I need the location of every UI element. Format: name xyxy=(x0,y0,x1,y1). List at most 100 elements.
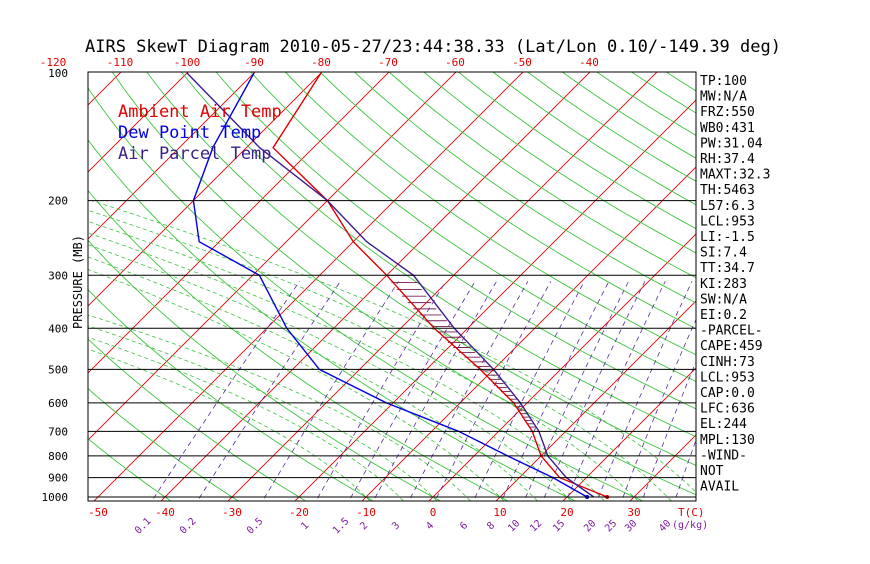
dry-adiabat-line xyxy=(414,64,870,506)
mixing-ratio-tick-label: 6 xyxy=(458,520,470,532)
index-label: CAPE:459 xyxy=(700,339,763,354)
mixing-ratio-line xyxy=(471,281,584,506)
mixing-ratio-line xyxy=(149,281,300,506)
index-label: NOT xyxy=(700,464,724,479)
index-label: AVAIL xyxy=(700,480,739,495)
index-label: PW:31.04 xyxy=(700,136,763,151)
y-axis-label: PRESSURE (MB) xyxy=(71,235,85,329)
mixing-ratio-line xyxy=(595,281,692,506)
index-label: L57:6.3 xyxy=(700,199,755,214)
dry-adiabat-line xyxy=(346,64,870,506)
pressure-tick-label: 800 xyxy=(48,450,68,463)
top-temp-tick-label: -50 xyxy=(512,56,532,69)
pressure-tick-label: 300 xyxy=(48,269,68,282)
index-label: LI:-1.5 xyxy=(700,230,755,245)
mixing-ratio-tick-label: 1.5 xyxy=(331,516,352,537)
mixing-ratio-tick-label: 0.1 xyxy=(133,516,154,537)
mixing-ratio-tick-label: 0.5 xyxy=(245,516,266,537)
index-label: CINH:73 xyxy=(700,355,755,370)
mixing-ratio-tick-label: 0.2 xyxy=(178,516,199,537)
index-label: SI:7.4 xyxy=(700,246,747,261)
index-label: -WIND- xyxy=(700,448,747,463)
dry-adiabat-line xyxy=(653,64,870,506)
mixing-ratio-tick-label: 20 xyxy=(582,518,598,534)
legend-item: Ambient Air Temp xyxy=(118,102,282,122)
index-label: MPL:130 xyxy=(700,433,755,448)
index-label: LCL:953 xyxy=(700,370,755,385)
pressure-tick-label: 600 xyxy=(48,397,68,410)
mixing-ratio-tick-label: 12 xyxy=(528,518,544,534)
bottom-temp-tick-label: -10 xyxy=(356,506,376,519)
pressure-tick-label: 500 xyxy=(48,363,68,376)
index-label: -PARCEL- xyxy=(700,324,763,339)
series-line xyxy=(273,73,607,497)
index-label: RH:37.4 xyxy=(700,152,755,167)
index-label: TP:100 xyxy=(700,74,747,89)
mixing-ratio-tick-label: 2 xyxy=(358,520,370,532)
mixing-ratio-line xyxy=(522,281,629,506)
top-temp-tick-label: -70 xyxy=(378,56,398,69)
mixing-ratio-line xyxy=(541,281,645,506)
index-label: FRZ:550 xyxy=(700,105,755,120)
top-temp-tick-label: -80 xyxy=(311,56,331,69)
dry-adiabat-line xyxy=(243,64,870,506)
temp-unit-label: T(C) xyxy=(678,506,705,519)
index-label: TT:34.7 xyxy=(700,261,755,276)
isotherm-line xyxy=(424,64,866,506)
isotherm-line xyxy=(826,64,870,506)
top-temp-tick-label: -60 xyxy=(445,56,465,69)
index-label: LCL:953 xyxy=(700,214,755,229)
pressure-tick-label: 900 xyxy=(48,472,68,485)
top-temp-tick-label: -100 xyxy=(174,56,201,69)
mixing-ratio-unit: (g/kg) xyxy=(672,520,708,531)
mixing-ratio-tick-label: 3 xyxy=(390,520,402,532)
chart-title: AIRS SkewT Diagram 2010-05-27/23:44:38.3… xyxy=(85,37,781,57)
index-label: EL:244 xyxy=(700,417,747,432)
mixing-ratio-tick-label: 10 xyxy=(506,518,522,534)
isotherm-line xyxy=(759,64,870,506)
legend-item: Air Parcel Temp xyxy=(118,144,272,164)
top-temp-tick-label: -40 xyxy=(579,56,599,69)
index-label: MW:N/A xyxy=(700,90,747,105)
mixing-ratio-tick-label: 8 xyxy=(485,520,497,532)
isotherm-line xyxy=(0,64,62,506)
mixing-ratio-tick-label: 4 xyxy=(424,520,436,532)
index-label: KI:283 xyxy=(700,277,747,292)
index-label: CAP:0.0 xyxy=(700,386,755,401)
index-label: TH:5463 xyxy=(700,183,755,198)
mixing-ratio-line xyxy=(433,281,551,506)
isotherm-line xyxy=(0,64,129,506)
mixing-ratio-tick-label: 30 xyxy=(623,518,639,534)
moist-adiabat-line xyxy=(0,201,576,506)
mixing-ratio-tick-label: 15 xyxy=(551,518,567,534)
mixing-ratio-tick-label: 25 xyxy=(603,518,619,534)
legend-item: Dew Point Temp xyxy=(118,123,261,143)
indices-panel: TP:100MW:N/AFRZ:550WB0:431PW:31.04RH:37.… xyxy=(700,74,770,495)
index-label: MAXT:32.3 xyxy=(700,168,770,183)
bottom-temp-tick-label: 10 xyxy=(493,506,506,519)
bottom-temp-tick-label: -30 xyxy=(222,506,242,519)
top-temp-tick-label: -90 xyxy=(244,56,264,69)
pressure-tick-label: 1000 xyxy=(42,491,69,504)
index-label: WB0:431 xyxy=(700,121,755,136)
top-temp-tick-label: -110 xyxy=(107,56,134,69)
mixing-ratio-tick-label: 1 xyxy=(299,520,311,532)
index-label: SW:N/A xyxy=(700,292,747,307)
bottom-temp-tick-label: 20 xyxy=(560,506,573,519)
index-label: LFC:636 xyxy=(700,402,755,417)
bottom-temp-tick-label: 0 xyxy=(430,506,437,519)
bottom-temp-tick-label: -50 xyxy=(88,506,108,519)
pressure-tick-label: 700 xyxy=(48,425,68,438)
dry-adiabat-line xyxy=(482,64,870,506)
bottom-temp-tick-label: -40 xyxy=(155,506,175,519)
bottom-temp-tick-label: -20 xyxy=(289,506,309,519)
mixing-ratio-tick-label: 40 xyxy=(657,518,673,534)
pressure-tick-label: 200 xyxy=(48,195,68,208)
pressure-tick-label: 400 xyxy=(48,322,68,335)
bottom-temp-tick-label: 30 xyxy=(627,506,640,519)
isotherm-line xyxy=(491,64,870,506)
top-temp-tick-label: -120 xyxy=(40,56,67,69)
